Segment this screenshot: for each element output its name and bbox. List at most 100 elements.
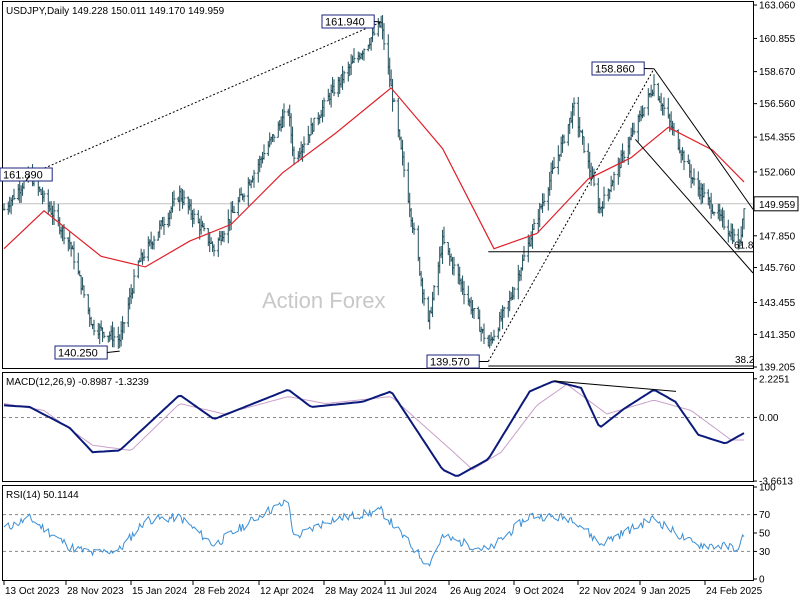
rsi-tick-label: 100: [759, 483, 776, 494]
price-bar: [112, 327, 116, 348]
macd-trendline: [553, 380, 677, 392]
price-bar: [242, 193, 246, 203]
price-bar: [712, 211, 716, 216]
price-bar: [642, 107, 646, 117]
price-bar: [682, 150, 686, 170]
rsi-tick-label: 50: [759, 529, 771, 540]
price-bar: [552, 156, 556, 170]
price-bar: [2, 203, 6, 211]
price-bar: [92, 319, 96, 336]
x-tick-label: 28 May 2024: [325, 586, 383, 597]
price-bar: [502, 306, 506, 318]
price-bar: [162, 216, 166, 235]
macd-plot: [3, 380, 753, 477]
price-bar: [142, 249, 146, 262]
rsi-plot: [3, 499, 753, 567]
price-bar: [82, 285, 86, 298]
price-bar: [542, 193, 546, 207]
x-tick-label: 28 Nov 2023: [67, 586, 124, 597]
price-bar: [312, 117, 316, 132]
price-bar: [12, 188, 16, 201]
price-bar: [742, 208, 746, 230]
price-bar: [452, 256, 456, 276]
svg-text:161.890: 161.890: [3, 170, 43, 182]
price-bar: [212, 244, 216, 257]
price-annotation: 140.250: [54, 345, 120, 360]
price-bar: [132, 269, 136, 294]
price-bar: [392, 98, 396, 102]
price-tick-label: 145.760: [759, 263, 796, 274]
x-tick-label: 15 Jan 2024: [132, 586, 187, 597]
price-tick-label: 143.455: [759, 298, 796, 309]
price-bar: [512, 286, 516, 300]
channel-lower-line: [635, 139, 754, 274]
fib-61-8-label: 61.8: [734, 241, 754, 252]
macd-line: [3, 380, 745, 477]
price-panel: [2, 1, 754, 369]
price-bar: [352, 48, 356, 63]
price-bar: [152, 235, 156, 250]
watermark: Action Forex: [262, 288, 386, 313]
price-bar: [42, 190, 46, 202]
channel-upper-line: [653, 68, 754, 210]
price-bar: [122, 322, 126, 334]
price-annotation: 161.890: [0, 167, 53, 182]
svg-text:140.250: 140.250: [58, 348, 98, 360]
price-bar: [72, 241, 76, 270]
price-bar: [532, 218, 536, 230]
price-bar: [222, 230, 226, 243]
x-tick-label: 12 Apr 2024: [260, 586, 314, 597]
x-tick-label: 9 Oct 2024: [515, 586, 564, 597]
rsi-line: [3, 499, 745, 567]
price-bar: [332, 79, 336, 97]
dotted-trendline-lower: [487, 68, 655, 362]
price-bar: [272, 134, 276, 143]
price-bar: [472, 308, 476, 320]
fib-38-2-label: 38.2: [735, 355, 755, 366]
price-bar: [382, 23, 386, 50]
price-bar: [362, 48, 366, 61]
current-price-label: 149.959: [759, 200, 796, 211]
current-price-box: [753, 196, 799, 212]
x-tick-label: 22 Nov 2024: [579, 586, 636, 597]
price-bar: [292, 146, 296, 165]
macd-tick-label: 2.2251: [759, 374, 790, 385]
macd-tick-label: -3.6613: [759, 477, 793, 488]
time-x-axis: 13 Oct 2023 28 Nov 2023 15 Jan 2024 28 Feb …: [3, 581, 763, 597]
rsi-panel-title: RSI(14) 50.1144: [6, 490, 79, 501]
price-bar: [732, 228, 736, 243]
price-bar: [652, 74, 656, 97]
price-bar: [662, 97, 666, 116]
price-bar: [172, 190, 176, 207]
price-tick-label: 141.350: [759, 330, 796, 341]
price-annotation: 158.860: [591, 61, 655, 76]
x-tick-label: 11 Jul 2024: [386, 586, 437, 597]
rsi-tick-label: 30: [759, 547, 771, 558]
price-tick-label: 156.560: [759, 99, 796, 110]
price-bar: [322, 97, 326, 117]
price-bar: [232, 205, 236, 214]
svg-text:161.940: 161.940: [325, 17, 365, 29]
price-bar: [562, 134, 566, 144]
price-bar: [432, 284, 436, 301]
price-annotation: 139.570: [426, 354, 489, 369]
price-bar: [342, 70, 346, 84]
rsi-y-axis: 100 70 50 30 0: [753, 483, 776, 586]
price-bar: [692, 168, 696, 186]
price-bar: [52, 200, 56, 225]
price-bar: [202, 222, 206, 232]
moving-average-line: [3, 87, 745, 268]
price-bar: [722, 210, 726, 230]
price-bar: [612, 171, 616, 191]
rsi-tick-label: 0: [759, 575, 765, 586]
price-bar: [182, 190, 186, 206]
price-plot: 61.8 38.2 161.890 140.250 161.940 139.570 158.…: [0, 14, 755, 369]
x-tick-label: 24 Feb 2025: [706, 586, 763, 597]
price-bar: [422, 289, 426, 306]
price-bar: [442, 226, 446, 245]
price-y-axis: 163.060 160.855 158.670 156.560 154.355 152.0…: [3, 1, 799, 374]
price-tick-label: 152.060: [759, 167, 796, 178]
macd-y-axis: 2.2251 0.00 -3.6613: [753, 374, 793, 488]
price-bar: [192, 208, 196, 225]
